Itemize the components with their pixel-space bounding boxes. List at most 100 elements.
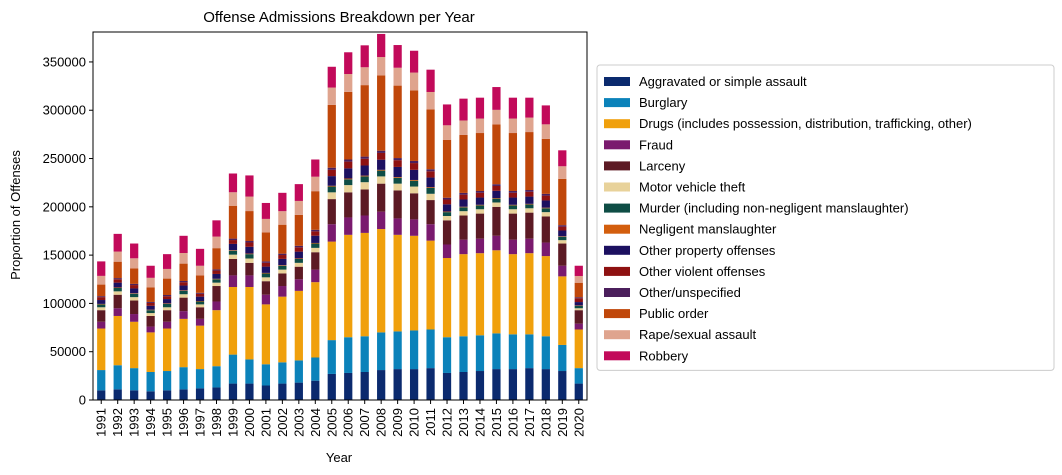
bar-segment <box>245 196 254 212</box>
bar-segment <box>113 308 122 316</box>
bar-segment <box>442 372 452 400</box>
bar-segment <box>508 192 518 198</box>
bar-segment <box>311 380 320 400</box>
legend-label: Negligent manslaughter <box>639 222 777 237</box>
bar-segment <box>475 253 485 336</box>
bar-segment <box>442 125 452 140</box>
bar-segment <box>393 158 402 161</box>
bar-segment <box>228 192 238 206</box>
bar-segment <box>344 161 353 169</box>
bar-segment <box>97 275 106 285</box>
bar-segment <box>393 234 402 332</box>
bar-segment <box>162 295 172 297</box>
bar-segment <box>508 118 518 134</box>
bar-segment <box>541 207 550 209</box>
bar-segment <box>426 187 435 194</box>
bar-segment <box>212 301 221 311</box>
bar-segment <box>245 254 254 259</box>
x-tick-label: 2010 <box>407 408 422 437</box>
bar-segment <box>294 247 303 252</box>
bar-segment <box>360 182 369 190</box>
bar-segment <box>525 196 534 204</box>
bar-segment <box>294 258 303 263</box>
bar-segment <box>195 296 205 301</box>
bar-segment <box>97 304 106 308</box>
x-tick-label: 2019 <box>555 408 570 437</box>
bar-segment <box>344 337 353 373</box>
bar-segment <box>261 385 271 400</box>
bar-segment <box>245 211 254 242</box>
bar-segment <box>146 277 155 288</box>
bar-segment <box>179 263 188 282</box>
x-tick-label: 2009 <box>390 408 405 437</box>
bar-segment <box>360 175 369 177</box>
bar-segment <box>558 236 567 241</box>
legend-swatch <box>604 309 630 319</box>
bar-segment <box>377 229 386 333</box>
legend-swatch <box>604 330 630 340</box>
bar-segment <box>459 211 468 216</box>
bar-segment <box>525 368 534 400</box>
bar-segment <box>360 85 369 157</box>
bar-segment <box>492 87 501 110</box>
bar-segment <box>393 166 402 178</box>
legend-label: Other property offenses <box>639 243 776 258</box>
bar-segment <box>574 305 583 309</box>
bar-segment <box>377 33 386 58</box>
bar-segment <box>492 198 501 203</box>
bar-segment <box>409 330 419 370</box>
legend: Aggravated or simple assault Burglary Drug… <box>596 64 1055 371</box>
bar-segment <box>377 370 386 400</box>
bar-segment <box>459 206 468 208</box>
bar-segment <box>344 52 353 75</box>
bar-segment <box>261 273 271 278</box>
bar-segment <box>541 193 550 196</box>
bar-segment <box>558 225 567 227</box>
bar-segment <box>442 212 452 216</box>
legend-swatch <box>604 351 630 361</box>
bar-segment <box>97 284 106 297</box>
bar-segment <box>426 69 435 92</box>
bar-segment <box>327 66 336 88</box>
bar-segment <box>393 218 402 235</box>
bar-segment <box>146 371 155 392</box>
bar-segment <box>212 269 221 271</box>
bar-segment <box>113 251 122 262</box>
bar-segment <box>377 169 386 171</box>
bar-segment <box>195 248 205 266</box>
bar-segment <box>146 287 155 302</box>
bar-segment <box>179 235 188 253</box>
bar-segment <box>113 287 122 292</box>
bar-segment <box>558 230 567 237</box>
bar-segment <box>245 241 254 243</box>
bar-segment <box>442 220 452 245</box>
bar-segment <box>195 388 205 400</box>
bar-segment <box>278 211 287 225</box>
bar-segment <box>261 272 271 274</box>
bar-segment <box>179 297 188 312</box>
bar-segment <box>97 297 106 301</box>
legend-swatch <box>604 224 630 234</box>
bar-segment <box>130 390 139 400</box>
bar-segment <box>426 109 435 170</box>
bar-segment <box>344 74 353 92</box>
x-tick-label: 2016 <box>505 408 520 437</box>
bar-segment <box>558 276 567 345</box>
bar-segment <box>409 369 419 400</box>
bar-segment <box>344 217 353 235</box>
bar-segment <box>442 337 452 373</box>
y-tick-label: 300000 <box>43 103 86 118</box>
bar-segment <box>525 212 534 239</box>
x-tick-label: 2018 <box>538 408 553 437</box>
bar-segment <box>475 118 485 134</box>
x-tick-label: 1995 <box>160 408 175 437</box>
bar-segment <box>525 117 534 133</box>
bar-segment <box>377 75 386 151</box>
bar-segment <box>344 159 353 162</box>
bar-segment <box>130 368 139 391</box>
bar-segment <box>327 185 336 187</box>
bar-segment <box>459 98 468 121</box>
bar-segment <box>360 158 369 166</box>
bar-segment <box>360 156 369 159</box>
bar-segment <box>327 169 336 177</box>
